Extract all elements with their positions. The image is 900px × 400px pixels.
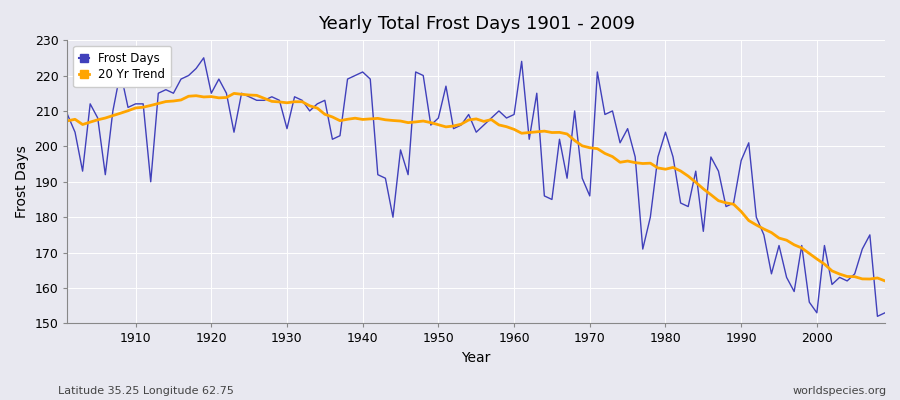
20 Yr Trend [229, 91, 239, 96]
Frost Days [198, 56, 209, 60]
20 Yr Trend [62, 118, 73, 123]
Frost Days [342, 77, 353, 82]
Frost Days [872, 314, 883, 319]
20 Yr Trend [517, 131, 527, 136]
Frost Days [297, 98, 308, 103]
20 Yr Trend [608, 154, 618, 159]
Line: Frost Days: Frost Days [68, 58, 885, 316]
20 Yr Trend [342, 117, 353, 122]
Text: worldspecies.org: worldspecies.org [792, 386, 886, 396]
Frost Days [62, 112, 73, 117]
Text: Latitude 35.25 Longitude 62.75: Latitude 35.25 Longitude 62.75 [58, 386, 234, 396]
Line: 20 Yr Trend: 20 Yr Trend [68, 94, 885, 281]
20 Yr Trend [879, 278, 890, 283]
Frost Days [517, 59, 527, 64]
20 Yr Trend [122, 108, 133, 113]
20 Yr Trend [508, 127, 519, 132]
20 Yr Trend [297, 99, 308, 104]
Frost Days [122, 105, 133, 110]
Frost Days [508, 112, 519, 117]
X-axis label: Year: Year [462, 351, 490, 365]
Title: Yearly Total Frost Days 1901 - 2009: Yearly Total Frost Days 1901 - 2009 [318, 15, 634, 33]
Frost Days [879, 310, 890, 315]
Frost Days [608, 108, 618, 113]
Y-axis label: Frost Days: Frost Days [15, 145, 29, 218]
Legend: Frost Days, 20 Yr Trend: Frost Days, 20 Yr Trend [74, 46, 171, 87]
